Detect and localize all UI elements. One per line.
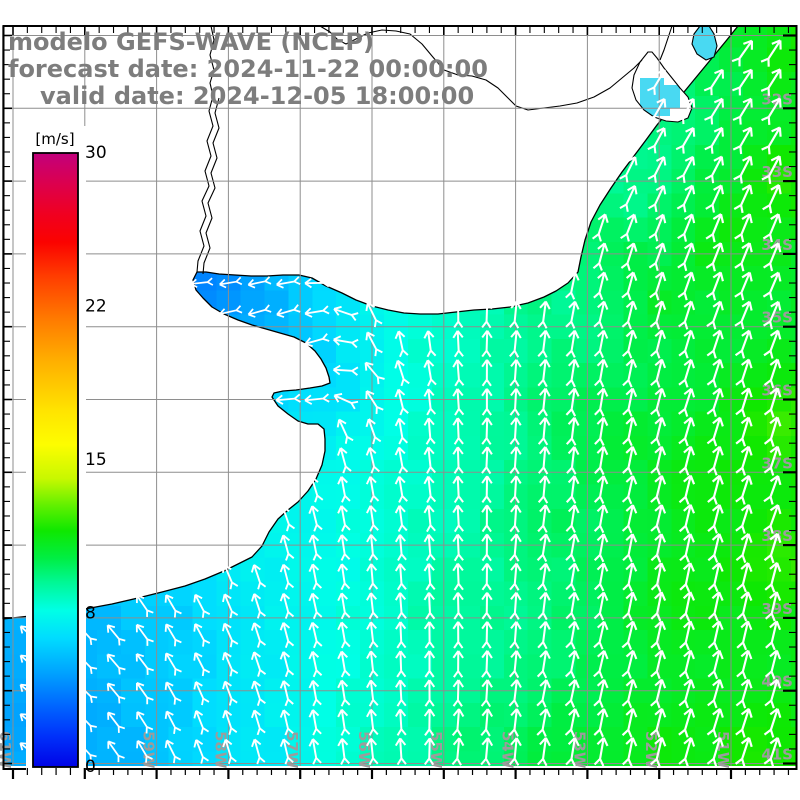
svg-text:58W: 58W	[211, 731, 229, 769]
svg-text:56W: 56W	[355, 731, 373, 769]
colorbar-tick-label: 22	[85, 297, 107, 317]
lon-label: 54W	[499, 731, 517, 769]
land-mass	[2, 25, 739, 620]
bottom-axis-ticks	[11, 768, 790, 779]
lat-label: 41S	[761, 746, 793, 764]
colorbar-tick-label: 15	[85, 450, 107, 470]
wind-arrows	[19, 39, 782, 766]
colorbar-unit-label: [m/s]	[35, 130, 74, 148]
lon-label: 58W	[211, 731, 229, 769]
svg-text:59W: 59W	[140, 731, 158, 769]
svg-text:54W: 54W	[499, 731, 517, 769]
lat-label: 37S	[761, 454, 793, 472]
axis-labels: 32S33S34S35S36S37S38S39S40S41S61W60W59W5…	[0, 90, 793, 769]
colorbar-tick-label: 0	[85, 757, 96, 777]
lon-label: 56W	[355, 731, 373, 769]
lon-label: 59W	[140, 731, 158, 769]
colorbar: [m/s] 30 22 15 8 0	[32, 130, 107, 777]
rivers-and-borders	[196, 25, 673, 275]
map-frame	[2, 25, 798, 770]
lagoa-dos-patos	[691, 25, 718, 61]
lat-label: 39S	[761, 600, 793, 618]
axis-ticks	[4, 27, 796, 765]
colorbar-tick-label: 30	[85, 143, 107, 163]
colorbar-tick-label: 8	[85, 604, 96, 624]
